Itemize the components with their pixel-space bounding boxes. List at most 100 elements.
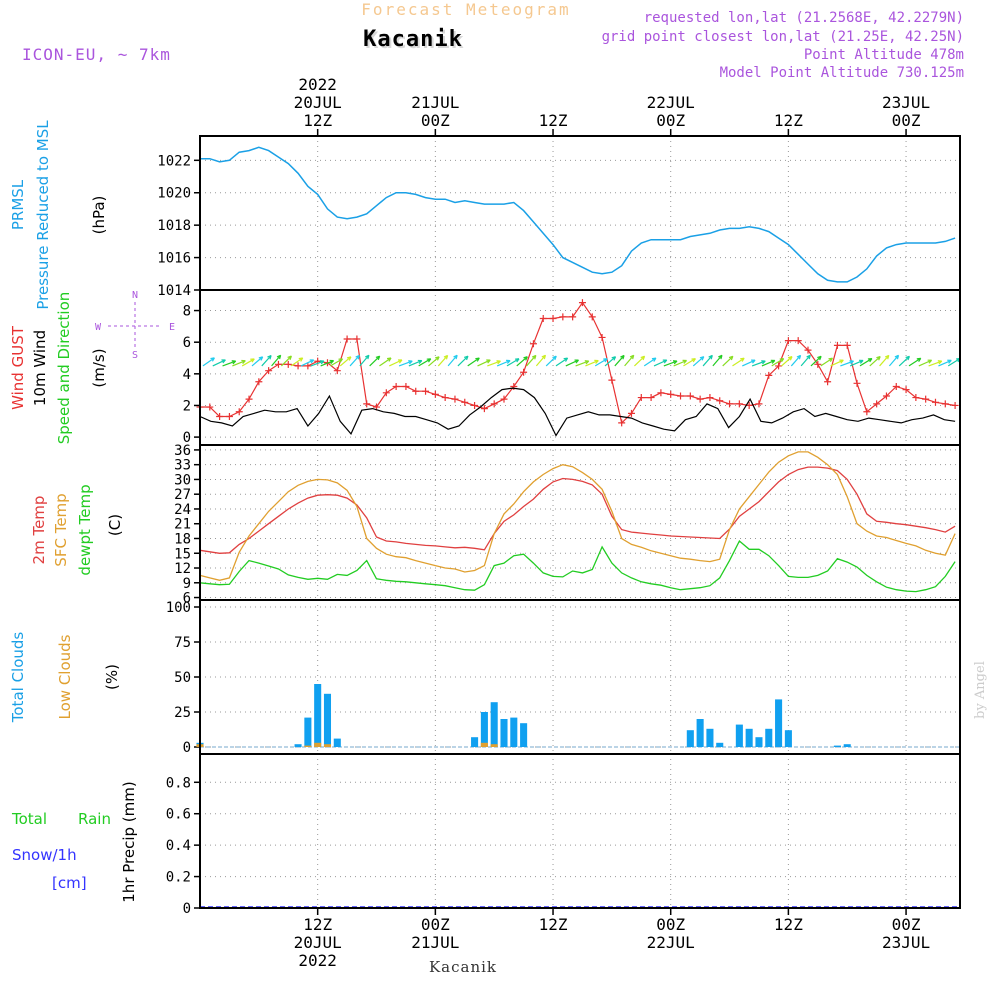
gust-marker — [520, 368, 528, 376]
gust-marker — [598, 333, 606, 341]
chart-title-top: Forecast Meteogram — [361, 0, 570, 19]
wind-arrow — [369, 355, 381, 367]
info-line-1: requested lon,lat (21.2568E, 42.2279N) — [644, 10, 964, 26]
top-time-label: 20JUL — [294, 93, 342, 112]
wind-arrow-head — [563, 357, 569, 362]
wind-arrow-head — [408, 360, 413, 365]
gust-marker — [490, 400, 498, 408]
wind-arrow — [339, 356, 352, 367]
wind-arrow — [320, 360, 334, 367]
wind-arrow-head — [884, 354, 890, 360]
wind-arrow — [634, 355, 645, 367]
total-cloud-bar — [314, 684, 322, 747]
gust-marker — [814, 360, 822, 368]
panel-frame — [199, 444, 961, 601]
low-clouds-label: Low Clouds — [56, 634, 74, 719]
wind-arrow — [447, 354, 458, 367]
gust-marker — [618, 419, 626, 427]
top-time-label: 12Z — [774, 111, 803, 130]
total-cloud-bar — [784, 730, 792, 747]
wind-arrow-head — [867, 357, 873, 363]
gust-marker — [686, 392, 694, 400]
wind-arrow — [800, 354, 811, 367]
total-cloud-bar — [843, 744, 851, 747]
wind-arrow-head — [319, 360, 325, 365]
wind-unit: (m/s) — [90, 348, 108, 387]
wind-arrow-head — [708, 354, 713, 360]
wind-arrow — [212, 359, 226, 367]
temp-label: 2m Temp — [30, 496, 48, 565]
wind-arrow — [594, 358, 608, 367]
y-tick-label: 0 — [183, 901, 191, 917]
gust-marker — [451, 395, 459, 403]
gust-marker — [931, 398, 939, 406]
gust-marker — [716, 397, 724, 405]
gust-marker — [726, 400, 734, 408]
wind-arrow-head — [718, 354, 723, 360]
wind-arrow — [830, 359, 844, 367]
wind-arrow-head — [453, 354, 458, 360]
gust-marker — [775, 362, 783, 370]
compass-e: E — [169, 322, 175, 333]
bottom-time-label: 2022 — [298, 951, 337, 970]
wind-arrow-head — [796, 354, 802, 360]
y-tick-label: 75 — [174, 635, 191, 651]
wind-arrow — [535, 354, 546, 367]
gust-marker — [265, 367, 273, 375]
total-clouds-label: Total Clouds — [9, 632, 27, 724]
wind-arrow — [389, 359, 403, 367]
low-cloud-bar — [480, 742, 488, 747]
total-cloud-bar — [735, 724, 743, 747]
sfc-temp-line — [199, 451, 956, 581]
wind-arrow — [290, 357, 304, 367]
wind-arrow-head — [435, 356, 440, 361]
top-time-label: 12Z — [539, 111, 568, 130]
wind-arrow-head — [779, 358, 785, 363]
wind-arrow — [781, 356, 793, 367]
wind-arrow-head — [662, 359, 668, 364]
wind-arrow — [251, 356, 264, 367]
gust-marker — [677, 392, 685, 400]
y-tick-label: 15 — [174, 546, 191, 562]
wind-arrow — [398, 360, 413, 367]
total-cloud-bar — [500, 719, 508, 747]
bottom-time-label: 00Z — [656, 915, 685, 934]
wind-arrow-head — [486, 359, 491, 364]
gust-marker — [912, 394, 920, 402]
wind-arrow-head — [287, 355, 292, 361]
total-cloud-bar — [510, 717, 518, 747]
gust-marker — [578, 299, 586, 307]
gust-marker — [245, 395, 253, 403]
wind-arrow-head — [937, 360, 943, 365]
wind-arrow-head — [443, 354, 449, 360]
gust-marker — [647, 394, 655, 402]
wind-arrow — [232, 360, 246, 367]
gust-marker — [304, 362, 312, 370]
gust-marker — [882, 392, 890, 400]
wind-arrow — [545, 355, 557, 367]
top-time-label: 22JUL — [647, 93, 695, 112]
wind-arrow — [202, 357, 215, 367]
wind-arrow — [751, 360, 766, 367]
wind-arrow-head — [916, 357, 922, 363]
gust-marker — [539, 314, 547, 322]
footer-station: Kacanik — [429, 958, 497, 976]
y-tick-label: 0 — [183, 740, 191, 756]
pressure-unit: (hPa) — [90, 196, 108, 235]
wind-arrow-head — [927, 359, 933, 364]
info-line-3: Point Altitude 478m — [804, 47, 964, 63]
pressure-label-short: PRMSL — [9, 179, 27, 230]
wind-arrow-head — [787, 356, 793, 361]
wind-arrow-head — [258, 356, 264, 361]
y-tick-label: 33 — [174, 458, 191, 474]
wind-arrow-head — [894, 354, 900, 360]
top-time-label: 2022 — [298, 75, 337, 94]
wind-arrow — [280, 355, 292, 367]
y-tick-label: 4 — [183, 367, 191, 383]
gust-marker — [353, 335, 361, 343]
wind-arrow-head — [751, 359, 756, 364]
y-tick-label: 0.8 — [166, 775, 191, 791]
gust-marker — [833, 341, 841, 349]
wind-arrow-head — [276, 354, 282, 360]
y-tick-label: 0.6 — [166, 807, 191, 823]
